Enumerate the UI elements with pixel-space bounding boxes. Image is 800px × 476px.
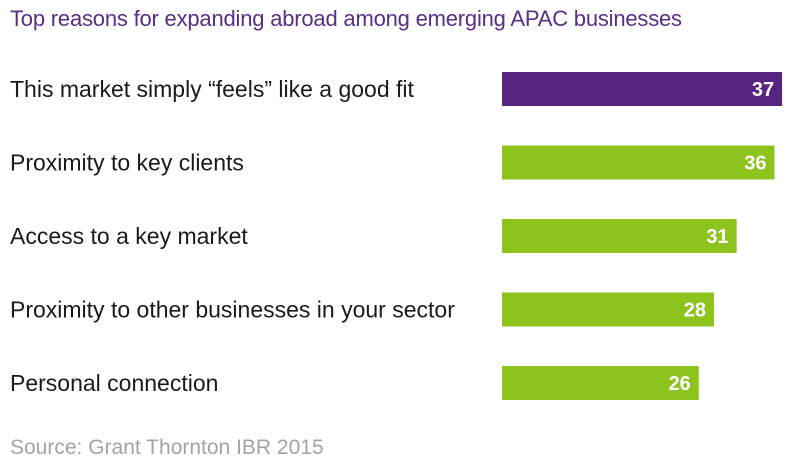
bars-layer: This market simply “feels” like a good f… bbox=[10, 72, 783, 400]
category-label: This market simply “feels” like a good f… bbox=[10, 76, 415, 102]
bar-value-label: 37 bbox=[752, 79, 774, 101]
bar-value-label: 31 bbox=[706, 226, 728, 248]
bar bbox=[502, 219, 737, 253]
bar-value-label: 36 bbox=[744, 153, 766, 175]
bar bbox=[502, 366, 699, 400]
category-label: Proximity to other businesses in your se… bbox=[10, 297, 455, 323]
bar-value-label: 28 bbox=[684, 300, 706, 322]
bar-value-label: 26 bbox=[669, 373, 691, 395]
bar bbox=[502, 145, 775, 180]
category-label: Personal connection bbox=[10, 370, 218, 396]
chart-title: Top reasons for expanding abroad among e… bbox=[10, 6, 682, 31]
bar bbox=[502, 72, 783, 106]
bar bbox=[502, 292, 714, 327]
category-label: Proximity to key clients bbox=[10, 150, 244, 176]
source-note: Source: Grant Thornton IBR 2015 bbox=[10, 436, 324, 459]
category-label: Access to a key market bbox=[10, 223, 248, 249]
